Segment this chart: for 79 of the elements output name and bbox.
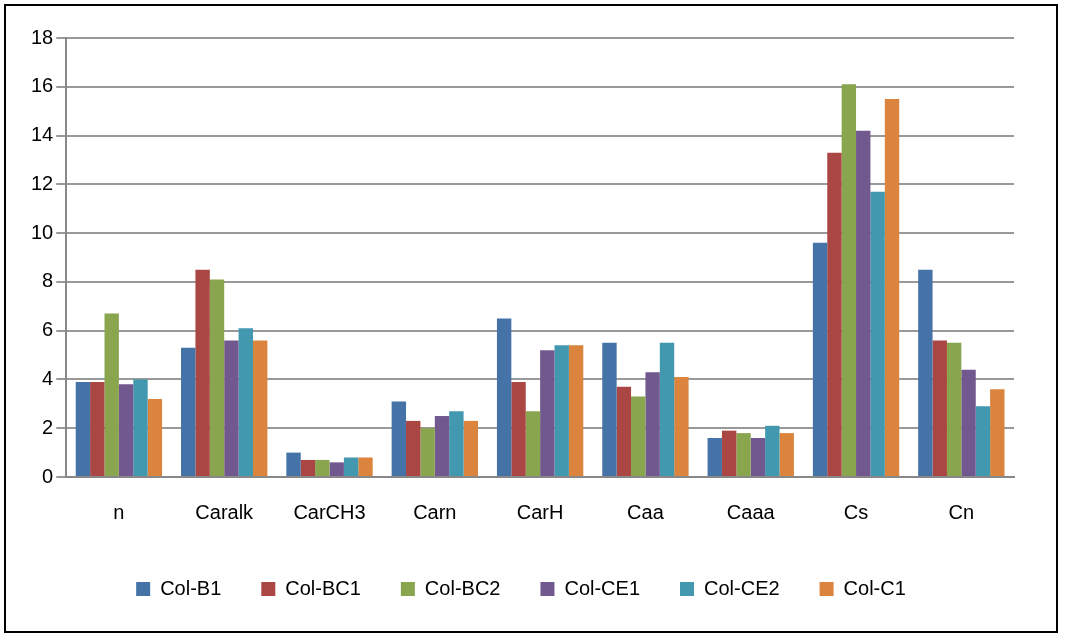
- bar: [133, 379, 148, 476]
- bar: [358, 457, 373, 476]
- bar: [329, 462, 344, 476]
- legend-label: Col-B1: [160, 576, 222, 599]
- x-tick-label: Cn: [948, 500, 975, 523]
- bar: [181, 347, 196, 476]
- y-tick-label: 14: [31, 123, 54, 146]
- bar: [525, 411, 541, 476]
- x-tick-label: Caa: [627, 500, 665, 523]
- bar: [252, 340, 268, 476]
- y-tick-label: 6: [42, 318, 54, 341]
- bar: [946, 342, 962, 476]
- bar: [224, 340, 239, 476]
- bar: [856, 130, 871, 476]
- bar: [343, 457, 359, 476]
- x-tick-label: CarH: [516, 500, 564, 523]
- bar: [602, 342, 617, 476]
- bar: [449, 411, 464, 476]
- legend-label: Col-BC2: [424, 576, 501, 599]
- x-tick-label: n: [113, 500, 125, 523]
- bar: [391, 401, 407, 476]
- legend-label: Col-C1: [843, 576, 906, 599]
- bar: [736, 433, 751, 476]
- bar: [568, 345, 584, 476]
- legend-label: Col-CE2: [704, 576, 780, 599]
- bar: [238, 328, 253, 476]
- bar: [420, 428, 435, 476]
- legend-label: Col-CE1: [564, 576, 641, 599]
- bar: [674, 377, 689, 476]
- bar: [779, 433, 794, 476]
- x-tick-label: CarCH3: [293, 500, 366, 523]
- bar: [104, 313, 119, 476]
- bar: [300, 459, 316, 476]
- bar: [90, 381, 105, 476]
- bar: [616, 386, 632, 476]
- bar: [721, 430, 737, 476]
- bar: [841, 84, 857, 476]
- bar: [707, 437, 722, 476]
- y-tick-label: 12: [31, 171, 54, 194]
- bar: [209, 279, 225, 476]
- y-tick-label: 2: [42, 415, 54, 438]
- x-tick-label: Caralk: [195, 500, 255, 523]
- bar: [406, 420, 421, 476]
- bar: [932, 340, 947, 476]
- y-tick-label: 8: [42, 269, 54, 292]
- bar: [975, 406, 991, 476]
- bar: [118, 384, 134, 476]
- bar: [765, 425, 780, 476]
- bar: [554, 345, 569, 476]
- bar: [990, 389, 1005, 476]
- bar: [918, 269, 933, 476]
- bar: [434, 416, 450, 476]
- x-tick-label: Cs: [843, 500, 869, 523]
- bar: [827, 152, 842, 476]
- x-tick-label: Caaa: [726, 500, 776, 523]
- bar: [511, 381, 526, 476]
- legend-label: Col-BC1: [285, 576, 361, 599]
- bar: [870, 191, 885, 476]
- bar: [147, 398, 163, 476]
- bar: [631, 396, 646, 476]
- bar: [315, 459, 330, 476]
- bar: [496, 318, 512, 476]
- bar: [75, 381, 91, 476]
- bar: [463, 420, 478, 476]
- bar: [884, 98, 900, 476]
- bar: [961, 369, 976, 476]
- y-tick-label: 16: [31, 74, 54, 97]
- y-tick-label: 10: [31, 220, 54, 243]
- bar: [195, 269, 210, 476]
- y-tick-label: 4: [42, 366, 54, 389]
- bar: [540, 350, 555, 476]
- bar: [659, 342, 675, 476]
- bar: [750, 437, 766, 476]
- y-tick-label: 0: [42, 464, 54, 487]
- bar: [645, 372, 660, 476]
- bar: [286, 452, 301, 476]
- y-tick-label: 18: [31, 25, 54, 48]
- x-tick-label: Carn: [413, 500, 457, 523]
- bar: [812, 242, 828, 476]
